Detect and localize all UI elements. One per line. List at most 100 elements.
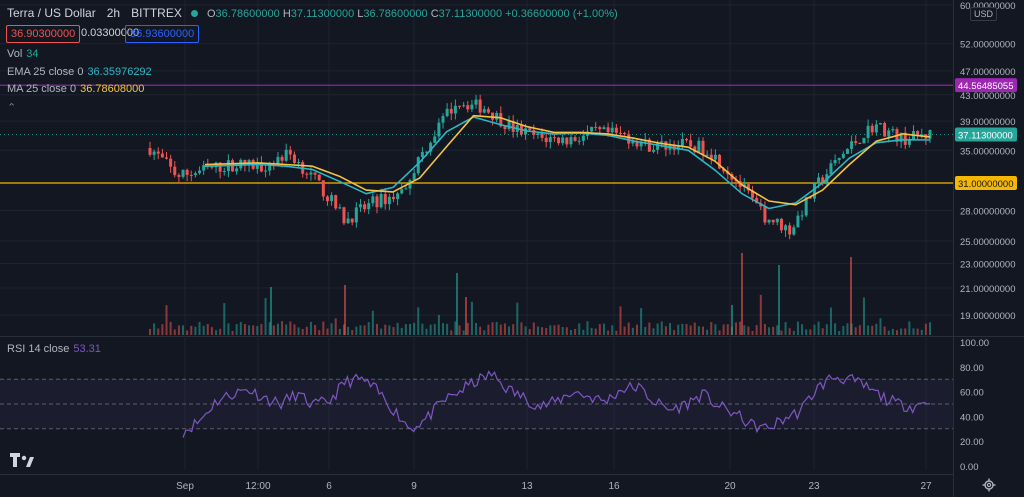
candle-body[interactable] — [829, 163, 833, 175]
tradingview-logo-icon[interactable] — [10, 453, 34, 471]
candle-body[interactable] — [482, 109, 486, 113]
candle-body[interactable] — [751, 190, 755, 198]
candle-body[interactable] — [363, 204, 367, 210]
candle-body[interactable] — [160, 153, 164, 158]
candle-body[interactable] — [375, 196, 379, 208]
candle-body[interactable] — [866, 125, 870, 138]
candle-body[interactable] — [148, 148, 152, 155]
candle-body[interactable] — [466, 105, 470, 110]
interval-label[interactable]: 2h — [106, 6, 121, 20]
candle-body[interactable] — [771, 219, 775, 223]
candle-body[interactable] — [722, 168, 726, 172]
candle-body[interactable] — [713, 154, 717, 160]
candle-body[interactable] — [614, 127, 618, 133]
candle-body[interactable] — [656, 142, 660, 150]
candle-body[interactable] — [800, 215, 804, 217]
candle-body[interactable] — [804, 197, 808, 216]
candle-body[interactable] — [495, 112, 499, 120]
candle-body[interactable] — [705, 154, 709, 156]
candle-body[interactable] — [557, 137, 561, 144]
candle-body[interactable] — [899, 132, 903, 142]
candle-body[interactable] — [821, 177, 825, 183]
candle-body[interactable] — [396, 193, 400, 200]
candle-body[interactable] — [367, 203, 371, 210]
candle-body[interactable] — [693, 146, 697, 153]
candle-body[interactable] — [268, 163, 272, 171]
candle-body[interactable] — [635, 141, 639, 147]
candle-body[interactable] — [631, 141, 635, 144]
candle-body[interactable] — [833, 159, 837, 164]
candle-body[interactable] — [292, 154, 296, 163]
candle-body[interactable] — [746, 184, 750, 191]
candle-body[interactable] — [685, 138, 689, 141]
candle-body[interactable] — [676, 145, 680, 150]
candle-body[interactable] — [255, 162, 259, 169]
candle-body[interactable] — [198, 170, 202, 174]
candle-body[interactable] — [598, 127, 602, 130]
candle-body[interactable] — [458, 105, 462, 107]
candle-body[interactable] — [775, 218, 779, 223]
candle-body[interactable] — [437, 122, 441, 137]
candle-body[interactable] — [309, 172, 313, 175]
candle-body[interactable] — [561, 137, 565, 144]
candle-body[interactable] — [590, 126, 594, 132]
settings-gear-icon[interactable] — [982, 478, 996, 492]
candle-body[interactable] — [400, 189, 404, 194]
candle-body[interactable] — [796, 215, 800, 228]
candle-body[interactable] — [305, 173, 309, 175]
candle-body[interactable] — [858, 143, 862, 145]
candle-body[interactable] — [763, 206, 767, 223]
candle-body[interactable] — [222, 171, 226, 173]
candle-body[interactable] — [280, 156, 284, 161]
candle-body[interactable] — [845, 148, 849, 154]
candle-body[interactable] — [664, 141, 668, 150]
candle-body[interactable] — [928, 130, 932, 139]
candle-body[interactable] — [169, 158, 173, 167]
candle-body[interactable] — [878, 122, 882, 125]
candle-body[interactable] — [680, 138, 684, 146]
candle-body[interactable] — [701, 140, 705, 155]
candle-body[interactable] — [837, 157, 841, 160]
buy-price-button[interactable]: 36.93600000 — [125, 25, 200, 43]
candle-body[interactable] — [511, 121, 515, 132]
candle-body[interactable] — [507, 121, 511, 130]
candle-body[interactable] — [342, 207, 346, 224]
candle-body[interactable] — [552, 137, 556, 139]
candle-body[interactable] — [412, 173, 416, 181]
horizontal-lines[interactable] — [0, 84, 953, 184]
candle-body[interactable] — [350, 218, 354, 223]
rsi-legend[interactable]: RSI 14 close 53.31 — [7, 343, 101, 355]
candle-body[interactable] — [647, 139, 651, 152]
candle-body[interactable] — [181, 169, 185, 177]
candle-body[interactable] — [623, 132, 627, 135]
candle-body[interactable] — [544, 137, 548, 143]
candle-body[interactable] — [755, 197, 759, 204]
candle-body[interactable] — [346, 218, 350, 224]
candle-body[interactable] — [627, 134, 631, 144]
candle-body[interactable] — [173, 166, 177, 176]
candle-body[interactable] — [420, 152, 424, 158]
candle-body[interactable] — [903, 132, 907, 145]
candle-body[interactable] — [391, 196, 395, 200]
candle-body[interactable] — [371, 196, 375, 204]
candle-body[interactable] — [297, 162, 301, 164]
candle-body[interactable] — [288, 149, 292, 155]
symbol-title[interactable]: Terra / US Dollar — [7, 6, 96, 20]
candle-body[interactable] — [177, 175, 181, 177]
candle-body[interactable] — [358, 204, 362, 208]
currency-button[interactable]: USD — [970, 7, 998, 21]
candle-body[interactable] — [235, 168, 239, 172]
candle-body[interactable] — [152, 151, 156, 155]
candle-body[interactable] — [185, 169, 189, 175]
candle-body[interactable] — [334, 195, 338, 209]
candle-body[interactable] — [767, 219, 771, 223]
candle-body[interactable] — [276, 156, 280, 165]
candle-body[interactable] — [594, 126, 598, 128]
candle-body[interactable] — [321, 180, 325, 197]
candle-body[interactable] — [709, 154, 713, 160]
candle-body[interactable] — [569, 137, 573, 145]
candle-body[interactable] — [874, 124, 878, 133]
candle-body[interactable] — [887, 130, 891, 137]
candle-body[interactable] — [689, 140, 693, 147]
